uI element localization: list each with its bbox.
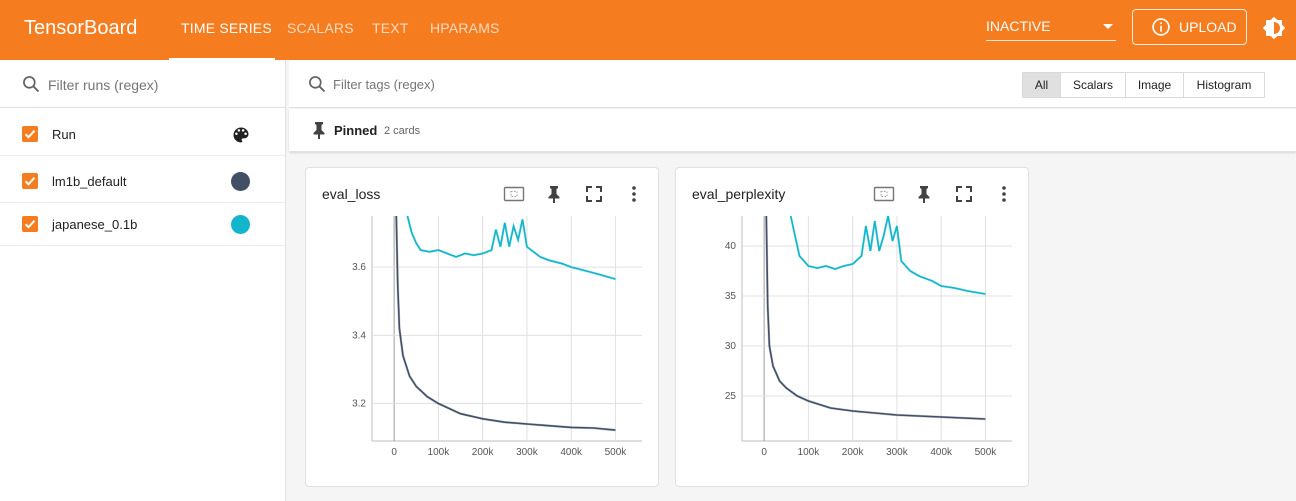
palette-icon[interactable] (231, 125, 251, 145)
x-tick-label: 100k (428, 447, 451, 458)
fullscreen-icon[interactable] (583, 183, 605, 205)
pinned-title: Pinned (334, 123, 378, 138)
info-icon (1152, 18, 1170, 36)
run-checkbox[interactable] (22, 173, 38, 189)
reload-status-value: INACTIVE (986, 18, 1051, 34)
x-tick-label: 400k (930, 447, 953, 458)
run-name: lm1b_default (52, 174, 127, 189)
more-vert-icon[interactable] (623, 183, 645, 205)
y-tick-label: 40 (725, 241, 737, 252)
filter-histogram-button[interactable]: Histogram (1183, 72, 1265, 98)
reload-status-select[interactable]: INACTIVE (986, 12, 1116, 41)
pinned-count: 2 cards (384, 125, 421, 137)
series-line-lm1b_default (765, 215, 986, 420)
series-line-lm1b_default (395, 215, 616, 431)
x-tick-label: 300k (516, 447, 539, 458)
x-tick-label: 0 (391, 447, 397, 458)
series-group (395, 215, 616, 432)
upload-button[interactable]: UPLOAD (1132, 9, 1247, 45)
runs-filter[interactable]: Filter runs (regex) (0, 60, 285, 108)
x-tick-label: 200k (842, 447, 865, 458)
tab-scalars[interactable]: SCALARS (287, 20, 354, 36)
series-line-japanese_0.1b (406, 215, 616, 280)
x-tick-label: 100k (798, 447, 821, 458)
tags-filter-bar: Filter tags (regex) All Scalars Image Hi… (289, 60, 1296, 108)
x-tick-label: 300k (886, 447, 909, 458)
card-title: eval_perplexity (692, 186, 786, 202)
x-tick-label: 200k (472, 447, 495, 458)
x-tick-label: 0 (761, 447, 767, 458)
line-chart[interactable]: 0 100k 200k 300k 400k 500k 3.2 3.4 3.6 (306, 168, 660, 488)
runs-filter-placeholder: Filter runs (regex) (48, 77, 159, 93)
search-icon (309, 76, 326, 93)
runs-header-row: Run (0, 112, 285, 156)
run-color-swatch[interactable] (231, 172, 250, 191)
x-tick-label: 400k (560, 447, 583, 458)
series-group (765, 215, 986, 421)
pin-icon[interactable] (543, 183, 565, 205)
y-tick-label: 3.6 (352, 262, 366, 273)
scalar-card-eval-loss: eval_loss 0 100k 200k 300k 400k 500k 3.2 3.4 3.6 (305, 167, 659, 487)
app-brand[interactable]: TensorBoard (24, 17, 138, 39)
active-tab-indicator (169, 58, 275, 60)
tab-time-series[interactable]: TIME SERIES (181, 20, 272, 36)
chevron-down-icon (1103, 24, 1113, 29)
run-checkbox[interactable] (22, 216, 38, 232)
top-app-bar: TensorBoard TIME SERIES SCALARS TEXT HPA… (0, 0, 1296, 60)
series-shadow-japanese_0.1b (789, 215, 986, 296)
x-tick-label: 500k (975, 447, 998, 458)
check-icon (24, 130, 36, 139)
run-row-japanese-0-1b[interactable]: japanese_0.1b (0, 202, 285, 246)
y-tick-label: 3.4 (352, 330, 366, 341)
y-tick-label: 35 (725, 291, 737, 302)
y-tick-label: 30 (725, 341, 737, 352)
select-all-checkbox[interactable] (22, 126, 38, 142)
check-icon (24, 177, 36, 186)
brightness-icon[interactable] (1262, 16, 1286, 40)
run-row-lm1b-default[interactable]: lm1b_default (0, 159, 285, 203)
y-tick-label: 25 (725, 391, 737, 402)
scalar-card-eval-perplexity: eval_perplexity 0 100k 200k 300k 400k 500k 25 3… (675, 167, 1029, 487)
pin-icon (313, 122, 325, 139)
fullscreen-icon[interactable] (953, 183, 975, 205)
fit-domain-icon[interactable] (873, 183, 895, 205)
x-tick-label: 500k (605, 447, 628, 458)
filter-image-button[interactable]: Image (1125, 72, 1184, 98)
check-icon (24, 220, 36, 229)
fit-domain-icon[interactable] (503, 183, 525, 205)
y-tick-label: 3.2 (352, 399, 366, 410)
run-name: japanese_0.1b (52, 217, 138, 232)
runs-sidebar: Filter runs (regex) Run lm1b_default jap… (0, 60, 286, 501)
run-color-swatch[interactable] (231, 215, 250, 234)
pin-icon[interactable] (913, 183, 935, 205)
series-line-japanese_0.1b (789, 215, 986, 295)
more-vert-icon[interactable] (993, 183, 1015, 205)
tab-hparams[interactable]: HPARAMS (430, 20, 500, 36)
upload-label: UPLOAD (1179, 19, 1237, 35)
tab-text[interactable]: TEXT (372, 20, 409, 36)
line-chart[interactable]: 0 100k 200k 300k 400k 500k 25 30 35 40 (676, 168, 1030, 488)
search-icon (23, 76, 40, 93)
tags-filter-input[interactable]: Filter tags (regex) (333, 77, 435, 92)
filter-scalars-button[interactable]: Scalars (1060, 72, 1126, 98)
card-title: eval_loss (322, 186, 381, 202)
filter-all-button[interactable]: All (1022, 72, 1061, 98)
runs-header-label: Run (52, 127, 76, 142)
pinned-section-header: Pinned 2 cards (289, 109, 1296, 152)
